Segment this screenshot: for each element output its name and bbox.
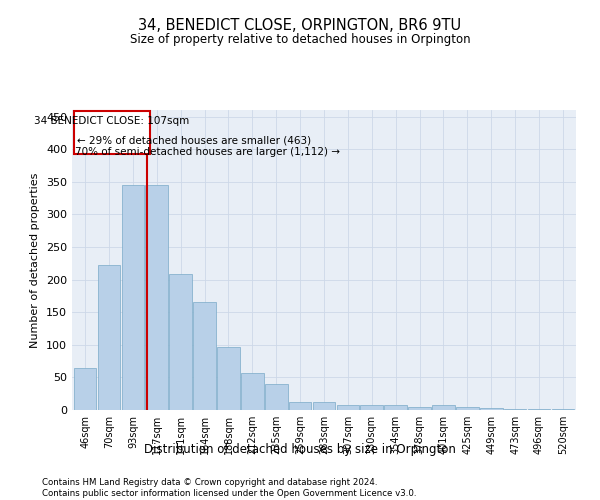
Text: 34, BENEDICT CLOSE, ORPINGTON, BR6 9TU: 34, BENEDICT CLOSE, ORPINGTON, BR6 9TU	[139, 18, 461, 32]
Bar	[265, 384, 287, 410]
Bar	[122, 185, 144, 410]
Bar	[289, 402, 311, 410]
Text: 70% of semi-detached houses are larger (1,112) →: 70% of semi-detached houses are larger (…	[75, 147, 340, 157]
Bar	[337, 406, 359, 410]
FancyBboxPatch shape	[74, 112, 151, 154]
Bar	[408, 408, 431, 410]
Bar	[456, 408, 479, 410]
Text: Distribution of detached houses by size in Orpington: Distribution of detached houses by size …	[144, 442, 456, 456]
Bar	[480, 408, 503, 410]
Bar	[145, 185, 168, 410]
Bar	[504, 408, 526, 410]
Bar	[313, 402, 335, 410]
Bar	[74, 368, 97, 410]
Bar	[241, 374, 263, 410]
Bar	[217, 346, 240, 410]
Bar	[432, 406, 455, 410]
Bar	[193, 302, 216, 410]
Bar	[385, 406, 407, 410]
Bar	[361, 406, 383, 410]
Text: Size of property relative to detached houses in Orpington: Size of property relative to detached ho…	[130, 32, 470, 46]
Bar	[98, 265, 121, 410]
Text: ← 29% of detached houses are smaller (463): ← 29% of detached houses are smaller (46…	[77, 136, 311, 145]
Text: 34 BENEDICT CLOSE: 107sqm: 34 BENEDICT CLOSE: 107sqm	[34, 116, 190, 126]
Text: Contains HM Land Registry data © Crown copyright and database right 2024.
Contai: Contains HM Land Registry data © Crown c…	[42, 478, 416, 498]
Bar	[551, 408, 574, 410]
Y-axis label: Number of detached properties: Number of detached properties	[31, 172, 40, 348]
Bar	[169, 274, 192, 410]
